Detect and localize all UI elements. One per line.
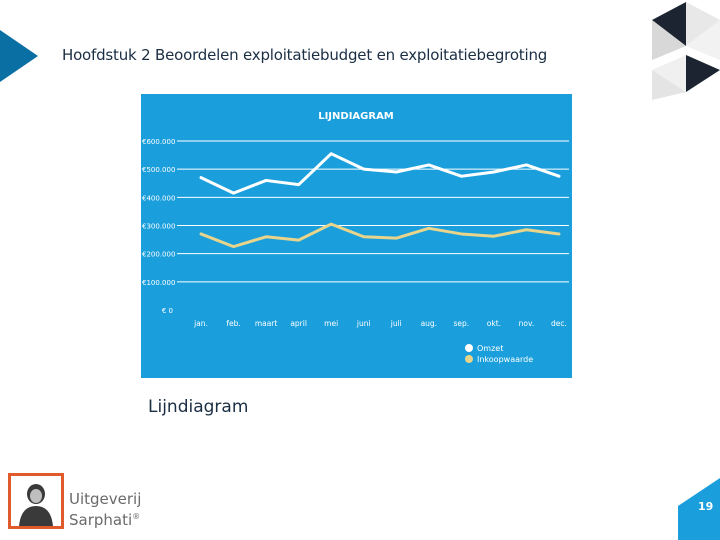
data-point-inkoopwaarde bbox=[525, 228, 528, 231]
data-point-omzet bbox=[492, 170, 496, 174]
publisher-name: Uitgeverij Sarphati® bbox=[69, 490, 141, 529]
chart-caption: Lijndiagram bbox=[148, 397, 249, 417]
page-badge-icon bbox=[678, 478, 720, 540]
data-point-omzet bbox=[557, 175, 561, 178]
slide-title: Hoofdstuk 2 Beoordelen exploitatiebudget… bbox=[62, 46, 548, 64]
x-tick-label: feb. bbox=[226, 319, 240, 328]
data-point-inkoopwaarde bbox=[427, 227, 431, 230]
data-point-omzet bbox=[395, 170, 398, 174]
legend-marker-inkoopwaarde bbox=[465, 355, 473, 363]
series-line-inkoopwaarde bbox=[199, 222, 561, 249]
publisher-logo bbox=[8, 473, 64, 529]
data-point-inkoopwaarde bbox=[492, 235, 496, 238]
trademark-symbol: ® bbox=[132, 512, 141, 521]
data-point-inkoopwaarde bbox=[395, 236, 398, 240]
x-tick-label: sep. bbox=[454, 319, 470, 328]
publisher-line1: Uitgeverij bbox=[69, 490, 142, 508]
corner-decoration-icon bbox=[652, 2, 720, 100]
x-tick-label: okt. bbox=[487, 319, 501, 328]
legend-label-omzet: Omzet bbox=[477, 344, 503, 353]
y-tick-label: €600.000 bbox=[142, 138, 175, 146]
x-tick-label: aug. bbox=[421, 319, 438, 328]
y-tick-label: € 0 bbox=[162, 307, 173, 315]
x-tick-label: mei bbox=[324, 319, 338, 328]
data-point-omzet bbox=[199, 176, 203, 179]
page-number: 19 bbox=[698, 500, 714, 513]
data-point-inkoopwaarde bbox=[329, 222, 333, 226]
series-line-omzet bbox=[199, 152, 561, 195]
y-tick-label: €200.000 bbox=[142, 251, 175, 259]
data-point-omzet bbox=[297, 183, 300, 186]
line-chart: LIJNDIAGRAM € 0 €100.000 €200.000 €300.000 €4… bbox=[142, 111, 569, 364]
data-point-omzet bbox=[427, 163, 431, 167]
publisher-line2: Sarphati bbox=[69, 511, 133, 529]
data-point-inkoopwaarde bbox=[199, 232, 203, 236]
chart-title: LIJNDIAGRAM bbox=[318, 111, 394, 122]
legend-label-inkoopwaarde: Inkoopwaarde bbox=[477, 355, 533, 364]
y-tick-label: €500.000 bbox=[142, 166, 175, 174]
portrait-icon bbox=[19, 484, 53, 526]
data-point-omzet bbox=[232, 191, 235, 195]
data-point-omzet bbox=[264, 179, 268, 182]
data-point-inkoopwaarde bbox=[460, 232, 463, 236]
legend-marker-omzet bbox=[465, 344, 473, 352]
data-point-inkoopwaarde bbox=[557, 232, 561, 236]
data-point-inkoopwaarde bbox=[232, 245, 235, 248]
x-tick-label: dec. bbox=[551, 319, 567, 328]
data-point-omzet bbox=[362, 167, 365, 171]
y-tick-label: €300.000 bbox=[142, 223, 175, 231]
decorative-triangle bbox=[0, 30, 38, 82]
data-point-omzet bbox=[329, 152, 333, 155]
y-tick-label: €400.000 bbox=[142, 194, 175, 202]
data-point-omzet bbox=[460, 175, 463, 178]
x-tick-label: nov. bbox=[519, 319, 535, 328]
x-tick-label: maart bbox=[255, 319, 278, 328]
x-tick-label: april bbox=[290, 319, 307, 328]
line-chart-panel: LIJNDIAGRAM € 0 €100.000 €200.000 €300.000 €4… bbox=[141, 94, 572, 378]
data-point-inkoopwaarde bbox=[362, 235, 365, 238]
data-point-omzet bbox=[525, 163, 528, 167]
x-tick-label: juni bbox=[356, 319, 371, 328]
data-point-inkoopwaarde bbox=[264, 235, 268, 238]
y-tick-label: €100.000 bbox=[142, 279, 175, 287]
x-tick-label: juli bbox=[390, 319, 402, 328]
x-tick-label: jan. bbox=[193, 319, 208, 328]
data-point-inkoopwaarde bbox=[297, 238, 300, 242]
